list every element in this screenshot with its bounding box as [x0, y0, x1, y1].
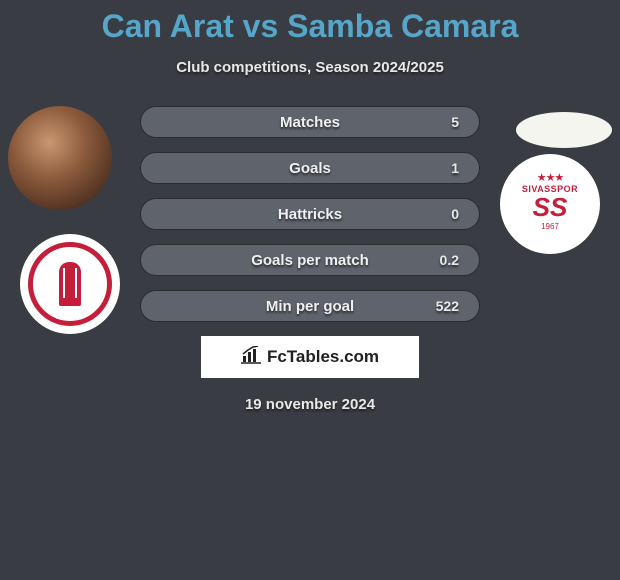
chart-icon	[241, 346, 263, 369]
stat-right-value: 0.2	[429, 252, 459, 268]
comparison-date: 19 november 2024	[0, 396, 620, 413]
stat-label: Matches	[280, 114, 340, 131]
club-left-badge	[20, 234, 120, 334]
stat-row: Matches 5	[140, 106, 480, 138]
player-left-photo	[8, 106, 112, 210]
sivasspor-icon: SS	[533, 196, 568, 219]
comparison-subtitle: Club competitions, Season 2024/2025	[0, 59, 620, 76]
stat-right-value: 1	[429, 160, 459, 176]
stat-label: Goals per match	[251, 252, 369, 269]
stat-label: Goals	[289, 160, 331, 177]
comparison-title: Can Arat vs Samba Camara	[0, 0, 620, 45]
stat-row: Goals 1	[140, 152, 480, 184]
branding-box: FcTables.com	[201, 336, 419, 378]
stat-label: Min per goal	[266, 298, 354, 315]
star-icon: ★★★	[537, 171, 564, 184]
stat-right-value: 5	[429, 114, 459, 130]
sivasspor-year: 1967	[541, 222, 559, 231]
stats-list: Matches 5 Goals 1 Hattricks 0 Goals per match 0…	[140, 106, 480, 322]
stat-right-value: 522	[429, 298, 459, 314]
stat-right-value: 0	[429, 206, 459, 222]
stat-row: Min per goal 522	[140, 290, 480, 322]
player-right-photo	[516, 112, 612, 148]
stat-row: Hattricks 0	[140, 198, 480, 230]
branding-text: FcTables.com	[267, 347, 379, 367]
antalyaspor-icon	[28, 242, 112, 326]
club-right-badge: ★★★ SIVASSPOR SS 1967	[500, 154, 600, 254]
stat-row: Goals per match 0.2	[140, 244, 480, 276]
stat-label: Hattricks	[278, 206, 342, 223]
comparison-content: ★★★ SIVASSPOR SS 1967 Matches 5 Goals 1 Hatt…	[0, 106, 620, 413]
